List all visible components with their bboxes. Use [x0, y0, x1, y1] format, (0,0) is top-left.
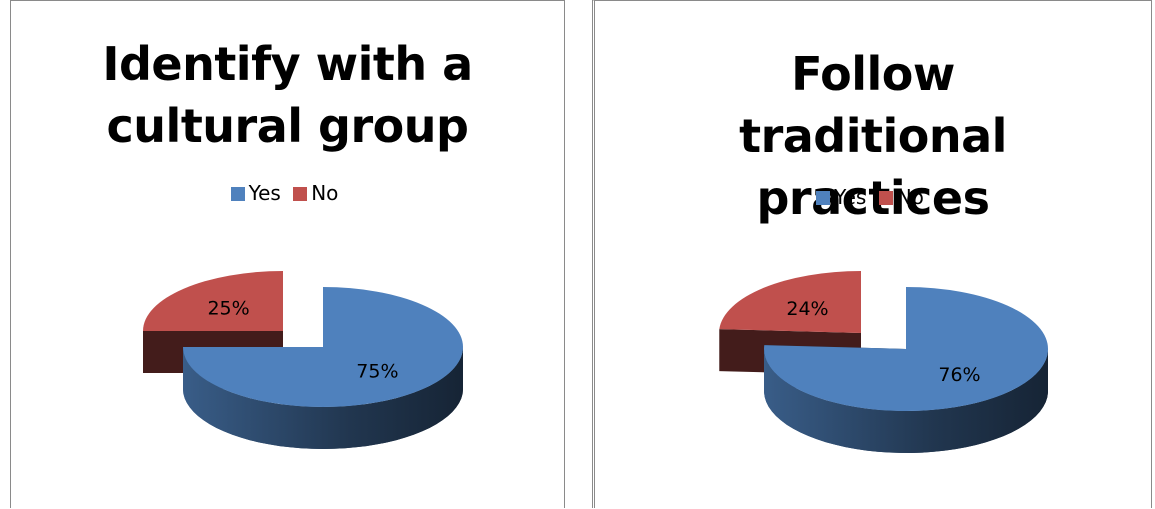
chart-title: Identify with a cultural group: [102, 37, 473, 153]
pie-chart: 24% 76%: [719, 271, 1049, 453]
chart-title: Follow traditional practices: [739, 47, 1007, 225]
pie-slice-yes: 75%: [183, 287, 463, 449]
pie-slice-yes: 76%: [764, 287, 1049, 453]
legend-label-yes: Yes: [248, 181, 281, 205]
data-label-yes: 75%: [356, 360, 398, 382]
data-label-no: 24%: [786, 298, 828, 320]
legend-label-no: No: [896, 185, 924, 209]
legend-label-no: No: [311, 181, 339, 205]
pie-chart: 25% 75%: [143, 271, 463, 449]
legend-item-yes: Yes: [816, 185, 866, 209]
legend-swatch-no: [293, 187, 308, 201]
legend-swatch-no: [878, 191, 893, 205]
legend-item-no: No: [293, 181, 338, 205]
data-label-no: 25%: [207, 298, 249, 320]
chart-legend: Yes No: [595, 185, 1151, 209]
chart-panel-identify: Identify with a cultural group Yes No 25…: [10, 0, 565, 508]
legend-swatch-yes: [230, 187, 245, 201]
chart-panel-traditional: Follow traditional practices Yes No 24% 7…: [592, 0, 1152, 508]
legend-item-no: No: [878, 185, 924, 209]
legend-item-yes: Yes: [230, 181, 281, 205]
data-label-yes: 76%: [938, 364, 980, 386]
legend-label-yes: Yes: [834, 185, 867, 209]
chart-legend: Yes No: [11, 181, 564, 205]
legend-swatch-yes: [816, 191, 831, 205]
